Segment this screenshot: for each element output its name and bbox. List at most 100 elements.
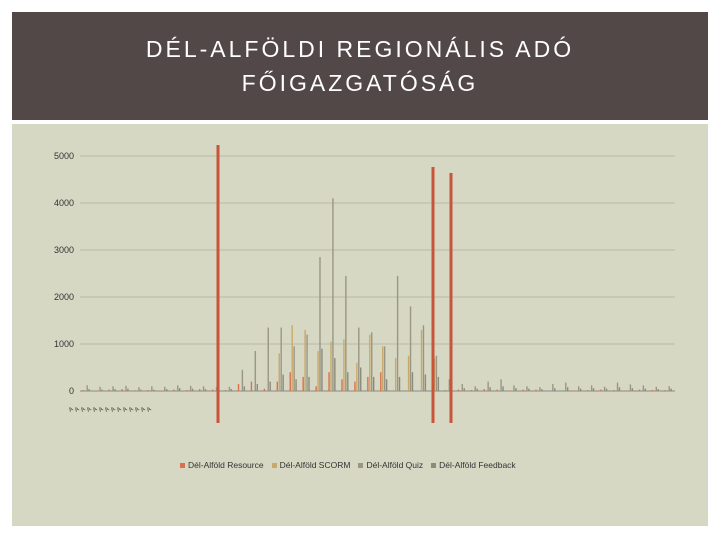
bar-resource	[250, 381, 253, 391]
bar-resource	[121, 389, 123, 391]
bar-quiz	[642, 385, 645, 391]
bar-feedback	[670, 388, 672, 391]
legend-swatch-quiz	[358, 462, 364, 468]
bar-resource	[186, 390, 188, 391]
bar-feedback	[334, 358, 336, 391]
x-tick-label: A	[68, 407, 74, 414]
x-tick-label: A	[140, 407, 146, 414]
bar-quiz	[345, 275, 347, 391]
bar-feedback	[385, 379, 388, 391]
bar-quiz	[655, 386, 657, 391]
bar-quiz	[552, 383, 554, 391]
bar-resource	[147, 390, 149, 391]
bar-scorm	[382, 346, 384, 391]
bar-resource	[457, 389, 460, 391]
bar-feedback	[437, 376, 440, 391]
bar-feedback	[230, 389, 233, 391]
bar-feedback	[101, 389, 103, 391]
bar-quiz	[164, 386, 166, 391]
bar-feedback	[644, 388, 647, 391]
bar-feedback	[618, 387, 621, 391]
bar-resource	[237, 383, 240, 391]
bar-quiz	[319, 257, 321, 391]
bar-resource	[651, 390, 654, 391]
bar-quiz	[422, 325, 425, 391]
x-tick-label: A	[74, 407, 80, 414]
bar-feedback	[424, 374, 427, 391]
bar-resource	[496, 389, 498, 391]
bar-resource	[535, 389, 537, 391]
x-tick-label: A	[110, 407, 116, 414]
bar-resource	[664, 390, 667, 391]
bar-resource	[276, 381, 279, 391]
bar-quiz	[125, 385, 127, 391]
bar-quiz	[409, 306, 412, 391]
bar-resource	[315, 386, 317, 391]
bar-quiz	[293, 346, 295, 391]
bar-feedback	[631, 388, 634, 391]
bar-quiz	[565, 382, 567, 391]
bar-quiz	[371, 332, 373, 391]
bar-resource	[211, 389, 214, 391]
page-title-line2: FŐIGAZGATÓSÁG	[241, 70, 479, 96]
bar-feedback	[127, 388, 129, 391]
bar-feedback	[166, 389, 168, 391]
bar-resource	[82, 390, 84, 391]
bar-resource	[354, 381, 356, 391]
bar-quiz	[448, 379, 451, 391]
bar-resource	[224, 390, 227, 391]
bar-feedback	[204, 389, 207, 391]
bar-quiz	[112, 386, 114, 391]
bar-feedback	[463, 388, 465, 391]
bar-resource	[263, 388, 266, 391]
bar-feedback	[295, 379, 297, 391]
bar-scorm	[304, 329, 306, 391]
legend-item-resource: Dél-Alföld Resource	[180, 460, 264, 470]
bar-feedback	[411, 372, 414, 391]
bar-feedback	[153, 389, 155, 391]
legend-item-quiz: Dél-Alföld Quiz	[358, 460, 423, 470]
bar-quiz	[306, 334, 308, 391]
legend-swatch-resource	[180, 462, 185, 468]
y-tick-label: 4000	[54, 198, 74, 208]
bar-resource	[341, 379, 343, 391]
bar-scorm	[291, 325, 293, 391]
bar-feedback	[347, 372, 349, 391]
bar-resource	[302, 376, 304, 391]
legend-label-resource: Dél-Alföld Resource	[188, 460, 264, 470]
x-tick-label: A	[146, 407, 152, 414]
bar-resource	[444, 390, 447, 391]
bar-quiz	[228, 386, 231, 391]
bar-quiz	[332, 198, 334, 391]
bar-feedback	[308, 376, 310, 391]
legend-item-scorm: Dél-Alföld SCORM	[271, 460, 350, 470]
bar-quiz	[474, 386, 476, 391]
bar-resource	[328, 372, 330, 391]
bar-feedback	[579, 388, 582, 391]
y-tick-label: 2000	[54, 292, 74, 302]
bar-quiz	[539, 387, 541, 391]
x-tick-label: A	[128, 407, 134, 414]
bar-resource	[638, 389, 641, 391]
bar-resource	[134, 390, 136, 391]
bar-quiz	[254, 351, 257, 391]
legend-item-feedback: Dél-Alföld Feedback	[431, 460, 516, 470]
bar-quiz	[138, 387, 140, 391]
bar-scorm	[278, 353, 280, 391]
bar-resource	[470, 390, 473, 391]
y-tick-label: 0	[69, 386, 74, 396]
bar-scorm	[317, 351, 319, 391]
bar-feedback	[554, 388, 556, 391]
x-tick-label: A	[80, 407, 86, 414]
bar-quiz	[280, 327, 282, 391]
x-tick-label: A	[86, 407, 92, 414]
bar-feedback	[321, 348, 323, 391]
bar-scorm	[356, 362, 358, 391]
bar-quiz	[189, 385, 192, 391]
bar-resource	[367, 376, 369, 391]
bar-scorm	[330, 341, 332, 391]
bar-feedback	[269, 381, 271, 391]
bar-feedback	[140, 389, 142, 391]
bar-feedback	[282, 374, 284, 391]
